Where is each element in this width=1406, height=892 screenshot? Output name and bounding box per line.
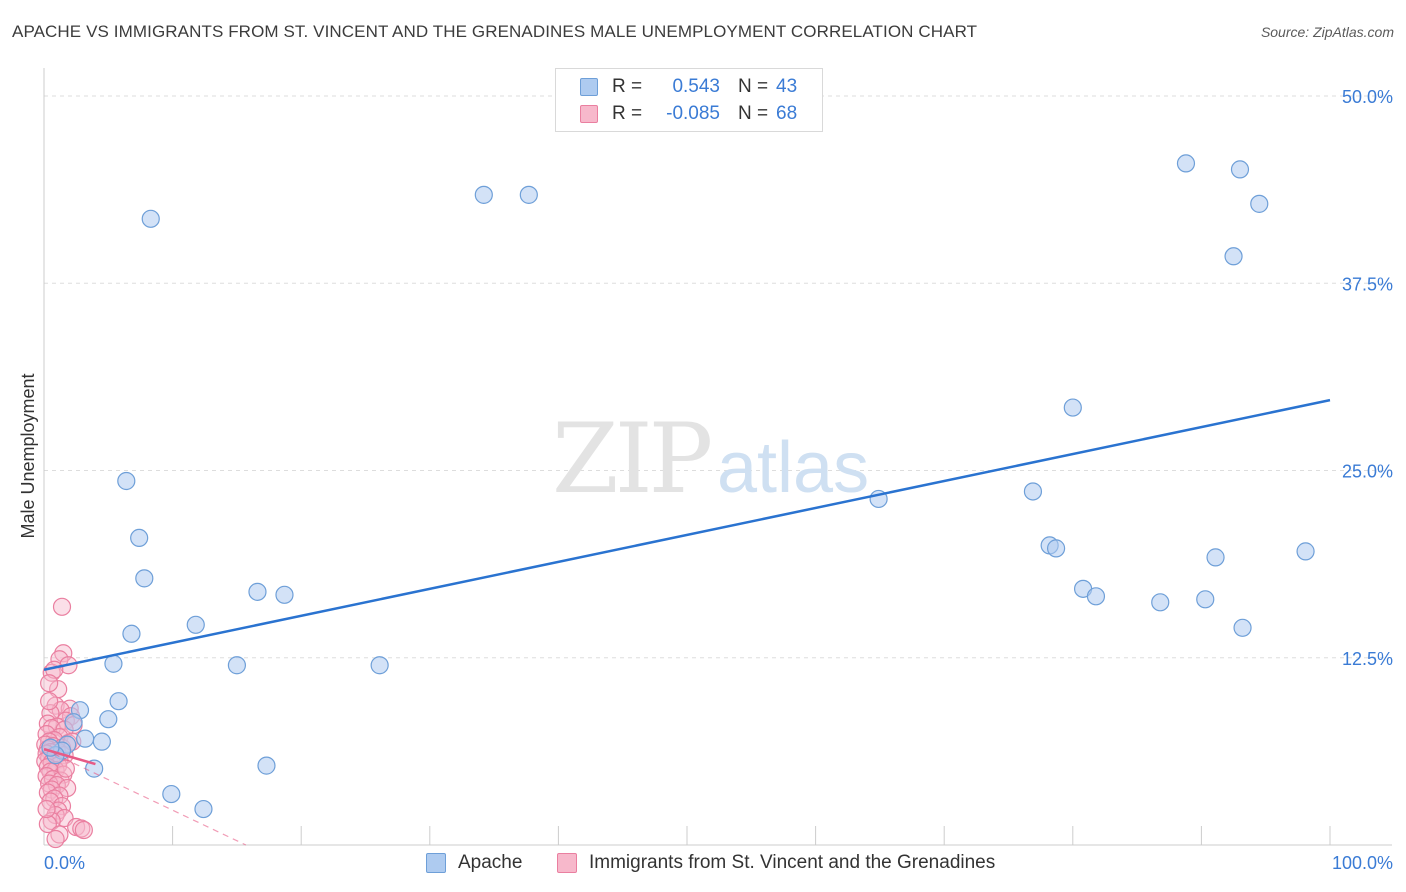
legend-swatch-immigrants — [580, 105, 598, 123]
data-point-immigrants — [38, 814, 57, 834]
data-point-apache — [227, 656, 246, 675]
gridlines — [44, 95, 1392, 659]
data-point-apache — [1023, 482, 1043, 501]
legend-item-immigrants: Immigrants from St. Vincent and the Gren… — [557, 852, 995, 874]
data-point-apache — [92, 732, 111, 751]
data-point-apache — [474, 185, 493, 204]
tick-labels: 12.5% 25.0% 37.5% 50.0% 0.0% 100.0% — [44, 87, 1393, 873]
y-tick-label: 25.0% — [1342, 462, 1393, 482]
legend-row-apache: R = 0.543 N = 43 — [580, 75, 797, 99]
legend-label-immigrants: Immigrants from St. Vincent and the Gren… — [589, 852, 996, 873]
legend-label-apache: Apache — [458, 852, 523, 873]
data-point-apache — [141, 209, 160, 228]
legend-r-label: R = — [612, 103, 643, 124]
data-point-apache — [1086, 587, 1106, 606]
legend-n-value: 68 — [776, 103, 798, 124]
data-point-immigrants — [74, 820, 93, 840]
data-point-apache — [135, 569, 154, 588]
legend-r-value: -0.085 — [666, 103, 720, 124]
data-point-apache — [1250, 194, 1269, 213]
watermark-atlas: atlas — [717, 428, 869, 508]
x-tick-label: 0.0% — [44, 853, 85, 873]
legend-row-immigrants: R = -0.085 N = 68 — [580, 102, 797, 126]
data-point-apache — [1063, 398, 1082, 417]
trend-line-immigrants-extended — [43, 748, 247, 846]
data-point-apache — [257, 756, 276, 775]
axes — [43, 68, 1392, 846]
data-point-apache — [1233, 618, 1252, 637]
trend-line-immigrants — [43, 747, 96, 766]
data-point-immigrants — [40, 692, 59, 711]
trend-lines — [43, 398, 1331, 846]
data-point-apache — [1230, 160, 1250, 179]
data-point-apache — [109, 692, 128, 711]
correlation-legend: R = 0.543 N = 43 R = -0.085 N = 68 — [555, 68, 823, 132]
data-point-apache — [1151, 593, 1170, 612]
data-point-apache — [275, 585, 294, 604]
data-point-apache — [1296, 542, 1315, 561]
data-point-apache — [1046, 539, 1066, 558]
data-point-immigrants — [40, 674, 59, 693]
data-point-apache — [1224, 247, 1243, 266]
chart-title: APACHE VS IMMIGRANTS FROM ST. VINCENT AN… — [12, 22, 978, 41]
data-point-apache — [1176, 154, 1196, 173]
data-point-immigrants — [52, 597, 72, 616]
data-point-apache — [76, 729, 95, 748]
data-point-apache — [1206, 548, 1225, 567]
data-point-apache — [99, 710, 118, 729]
data-point-apache — [370, 656, 389, 675]
data-point-immigrants — [50, 786, 69, 805]
data-point-apache — [194, 799, 213, 819]
trend-line-apache — [43, 398, 1331, 671]
data-point-apache — [64, 713, 83, 732]
data-point-apache — [162, 784, 181, 804]
legend-swatch-apache — [580, 78, 598, 96]
watermark-zip: ZIP — [552, 403, 711, 515]
y-tick-label: 37.5% — [1342, 274, 1393, 294]
series-legend: Apache Immigrants from St. Vincent and t… — [0, 852, 1406, 878]
x-tick-label: 100.0% — [1332, 853, 1393, 873]
data-point-apache — [248, 582, 267, 601]
watermark: ZIP atlas — [552, 403, 869, 515]
data-point-apache — [117, 471, 136, 491]
legend-n-label: N = — [738, 103, 769, 124]
data-point-apache — [130, 528, 149, 548]
legend-item-apache: Apache — [426, 852, 522, 874]
legend-r-value: 0.543 — [672, 76, 720, 97]
data-point-apache — [1196, 590, 1215, 609]
y-tick-label: 12.5% — [1342, 649, 1393, 669]
legend-n-label: N = — [738, 76, 769, 97]
data-point-apache — [519, 185, 538, 204]
data-point-apache — [122, 624, 141, 643]
data-point-immigrants — [46, 829, 65, 849]
data-point-immigrants — [37, 799, 56, 819]
data-point-apache — [186, 615, 205, 634]
legend-swatch-apache — [426, 853, 446, 873]
y-tick-label: 50.0% — [1342, 87, 1393, 107]
y-axis-label: Male Unemployment — [18, 373, 38, 538]
data-point-immigrants — [58, 778, 77, 798]
data-point-apache — [104, 654, 123, 673]
legend-n-value: 43 — [776, 76, 798, 97]
source-label: Source: ZipAtlas.com — [1260, 24, 1394, 40]
legend-r-label: R = — [612, 76, 643, 97]
legend-swatch-immigrants — [557, 853, 577, 873]
